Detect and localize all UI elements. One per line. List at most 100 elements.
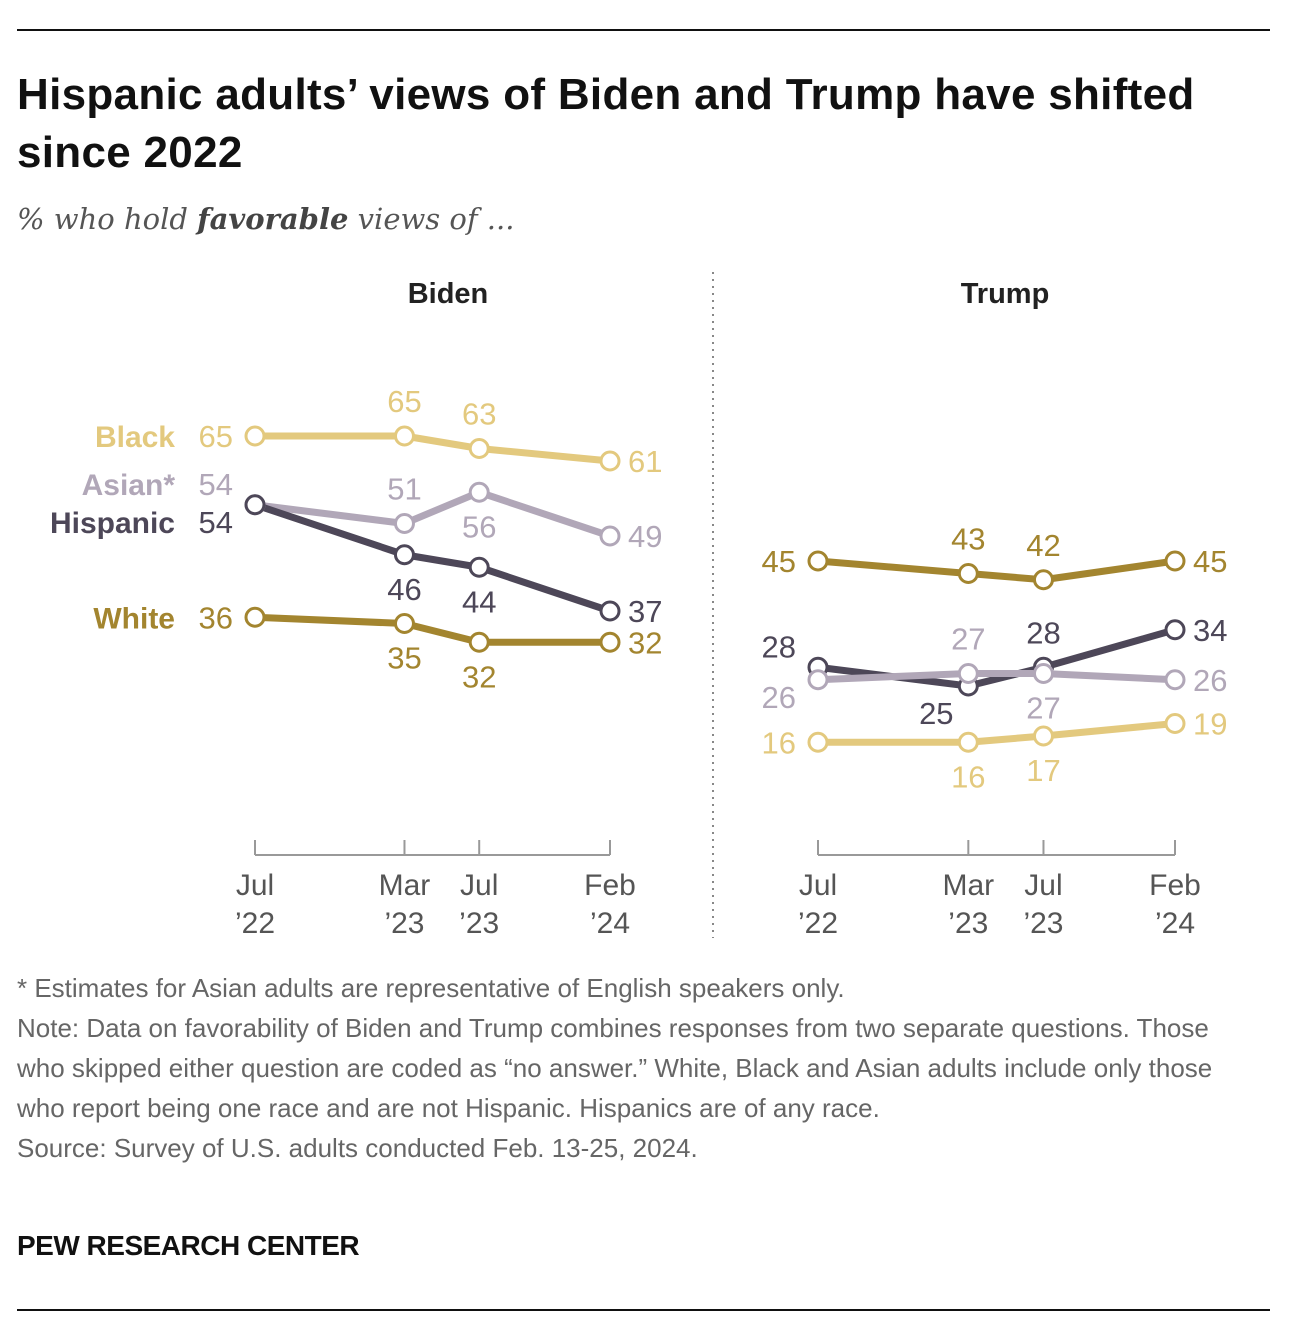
chart-subtitle: % who hold favorable views of ... [17,202,514,236]
series-line-asian [254,488,612,540]
x-tick-label: ’23 [1023,907,1063,940]
data-point [957,731,979,753]
asterisk-note: * Estimates for Asian adults are represe… [17,973,845,1003]
data-label: 42 [1026,528,1060,563]
data-point [599,450,621,472]
x-tick-label: ’23 [948,907,988,940]
series-label: White [93,602,175,635]
data-point [807,550,829,572]
panel-title: Biden [408,278,489,310]
data-point [957,563,979,584]
data-point [393,544,415,566]
x-tick-label: ’22 [798,907,838,940]
data-label: 36 [199,600,233,635]
data-label: 46 [387,572,421,607]
brand-logo: PEW RESEARCH CENTER [17,1230,360,1261]
data-label: 27 [1026,691,1060,726]
series-label: Black [95,421,175,454]
x-tick-label: ’24 [590,907,630,940]
data-label: 45 [762,544,796,579]
data-label: 63 [462,397,496,432]
data-label: 43 [951,522,985,557]
series-label: Asian* [82,469,176,502]
line-charts: Biden Jul ’22 Mar ’23 Jul ’23 Feb ’24 65 Black 65 63… [50,272,1227,940]
data-label: 26 [762,680,796,715]
top-rule [17,29,1270,31]
notes: * Estimates for Asian adults are represe… [17,968,1257,1168]
data-label: 17 [1026,753,1060,788]
data-point [468,481,490,503]
series-line-white [817,557,1176,584]
data-point [244,494,266,516]
data-point [468,556,490,578]
series-line-black [818,720,1176,746]
x-tick-label: Jul [460,869,498,902]
panel-title: Trump [961,278,1050,310]
x-tick-label: ’23 [459,907,499,940]
series-line-white [254,613,610,646]
data-point [1032,725,1054,747]
x-tick-label: Jul [799,869,837,902]
data-point [1164,550,1186,572]
data-point [807,731,829,753]
data-label: 26 [1193,663,1227,698]
subtitle-bold: favorable [197,202,349,236]
note-text: Note: Data on favorability of Biden and … [17,1013,1213,1123]
data-point [468,631,490,653]
data-label: 49 [628,519,662,554]
data-label: 19 [1193,707,1227,742]
data-label: 45 [1193,544,1227,579]
data-point [468,438,490,459]
bottom-rule [17,1309,1270,1311]
data-label: 34 [1193,613,1227,648]
x-tick-label: Feb [1149,869,1201,902]
source-text: Source: Survey of U.S. adults conducted … [17,1133,698,1163]
data-label: 28 [762,629,796,664]
data-label: 27 [951,622,985,657]
subtitle-post: views of ... [348,202,515,236]
data-point [1164,713,1186,734]
x-tick-label: Jul [236,869,274,902]
subtitle-pre: % who hold [17,202,198,236]
data-point [1164,619,1186,641]
data-label: 65 [199,419,233,454]
series-line-hispanic [253,501,612,615]
series-label: Hispanic [50,507,175,540]
x-tick-label: Mar [379,869,431,902]
x-tick-label: ’22 [235,907,275,940]
x-tick-label: Jul [1024,869,1062,902]
x-tick-label: ’23 [384,907,424,940]
data-point [599,600,621,622]
chart-title: Hispanic adults’ views of Biden and Trum… [17,70,1195,177]
x-tick-label: Mar [942,869,994,902]
data-label: 32 [628,625,662,660]
x-tick-label: Feb [584,869,636,902]
data-label: 16 [762,725,796,760]
series-line-asian [817,670,1176,684]
data-point [957,663,979,684]
data-label: 56 [462,509,496,544]
data-point [393,513,415,534]
data-label: 65 [387,384,421,419]
data-point [244,425,266,447]
data-label: 28 [1026,615,1060,650]
data-label: 54 [199,467,233,502]
data-label: 32 [462,659,496,694]
data-point [1032,569,1054,591]
series-line-black [255,432,611,465]
data-point [393,425,415,447]
data-point [599,631,621,653]
data-label: 35 [387,641,421,676]
data-point [244,606,266,628]
data-label: 51 [387,472,421,507]
data-point [1032,663,1054,684]
data-label: 54 [199,505,233,540]
data-point [807,669,829,691]
data-point [1164,669,1186,691]
data-label: 25 [919,696,953,731]
data-label: 44 [462,584,496,619]
data-label: 37 [628,594,662,629]
data-label: 61 [628,444,662,479]
data-label: 16 [951,759,985,794]
